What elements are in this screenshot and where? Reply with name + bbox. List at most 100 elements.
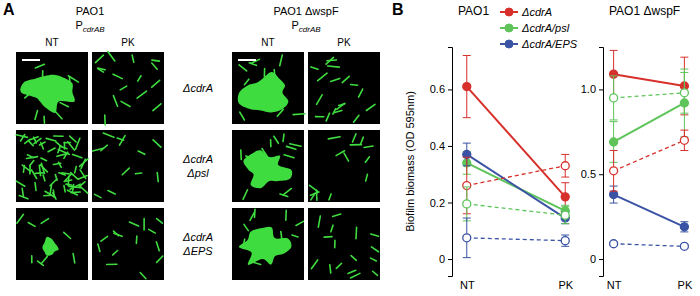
cell: [31, 256, 33, 263]
micrograph-background: [308, 208, 380, 280]
cell: [371, 234, 379, 236]
cell: [46, 138, 56, 141]
cell: [41, 219, 48, 224]
error-bar: [561, 154, 569, 177]
cell-cluster: [42, 237, 58, 256]
cell: [283, 188, 291, 194]
cell: [16, 181, 25, 186]
cell: [35, 111, 37, 120]
cell: [336, 263, 341, 268]
tick-label: 0.6: [430, 83, 445, 95]
cell: [114, 231, 119, 236]
micrograph: [308, 130, 380, 202]
series-line: [467, 238, 565, 241]
cell: [119, 136, 125, 146]
y-tick: 0.4: [430, 140, 452, 152]
chart: 00.20.40.6NTPKPAO1Biofilm biomass (OD 59…: [404, 4, 581, 291]
cell: [337, 103, 345, 109]
cell: [153, 140, 161, 147]
cell: [28, 222, 35, 226]
error-bar: [680, 222, 688, 232]
panel-label: B: [392, 1, 404, 18]
cell: [69, 77, 72, 88]
point: [680, 242, 688, 250]
cell: [333, 109, 336, 114]
axis-line: [599, 48, 604, 277]
cell: [315, 116, 323, 118]
cell: [152, 63, 157, 69]
axis-line: [453, 276, 581, 277]
cell: [353, 134, 356, 142]
series: [463, 55, 569, 210]
cell: [280, 55, 282, 66]
point: [463, 234, 471, 242]
cell: [254, 262, 261, 264]
cell: [245, 101, 253, 102]
tick-mark: [599, 259, 603, 260]
legend-label: ΔcdrA/EPS: [521, 38, 578, 50]
series-line: [614, 244, 685, 247]
error-bar: [561, 235, 569, 246]
cell: [157, 256, 163, 262]
cell: [121, 101, 130, 106]
error-bar: [463, 55, 471, 117]
cell: [103, 133, 114, 137]
cell: [286, 146, 295, 149]
cell: [331, 78, 340, 81]
cell: [157, 219, 163, 223]
cell: [244, 79, 248, 84]
cell: [364, 146, 373, 147]
cell: [108, 52, 115, 61]
series: [463, 187, 569, 224]
cell: [55, 175, 57, 181]
cell: [120, 86, 126, 90]
point: [680, 136, 688, 144]
cell: [366, 174, 368, 181]
tick-mark: [448, 146, 452, 147]
series: [463, 143, 569, 224]
series-line: [467, 204, 565, 215]
y-tick: 0.6: [430, 83, 452, 95]
panel-b: B00.20.40.6NTPKPAO1Biofilm biomass (OD 5…: [392, 1, 696, 291]
cell: [54, 135, 63, 137]
tick-mark: [599, 89, 603, 90]
reporter-main: P: [291, 19, 298, 31]
cell: [344, 153, 349, 161]
cell: [361, 137, 364, 144]
panel-a: APAO1PcdrABNTPKPAO1 ΔwspFPcdrABNTPKΔcdrA…: [3, 1, 380, 280]
series-line: [467, 87, 565, 197]
cell: [284, 155, 294, 158]
tick-label: NT: [607, 279, 622, 291]
cell: [244, 224, 248, 230]
cell: [56, 112, 62, 119]
micrograph-background: [92, 52, 164, 124]
condition-label: NT: [261, 37, 274, 48]
row-label: ΔcdrA: [182, 82, 213, 94]
cell: [48, 148, 55, 152]
row-label: Δpsl: [186, 167, 209, 179]
micrograph-background: [232, 52, 304, 124]
point: [610, 138, 618, 146]
axis-line: [604, 276, 696, 277]
cell: [108, 191, 115, 195]
cell-cluster: [239, 227, 292, 265]
tick-mark: [448, 259, 452, 260]
tick-mark: [448, 89, 452, 90]
series-line: [614, 195, 685, 227]
cell: [64, 232, 71, 238]
cell: [329, 265, 332, 273]
cell: [331, 225, 333, 232]
y-tick: 1.0: [581, 83, 603, 95]
cell: [79, 186, 87, 193]
error-bar: [680, 72, 688, 113]
cell: [152, 80, 160, 87]
cell-cluster: [238, 72, 289, 112]
cell: [104, 115, 106, 125]
legend-marker: [505, 24, 513, 32]
cell: [113, 251, 118, 255]
cell: [327, 59, 336, 61]
reporter-sub: cdrAB: [83, 25, 105, 34]
cell: [38, 85, 48, 88]
cell: [22, 188, 23, 196]
cell: [270, 140, 272, 147]
